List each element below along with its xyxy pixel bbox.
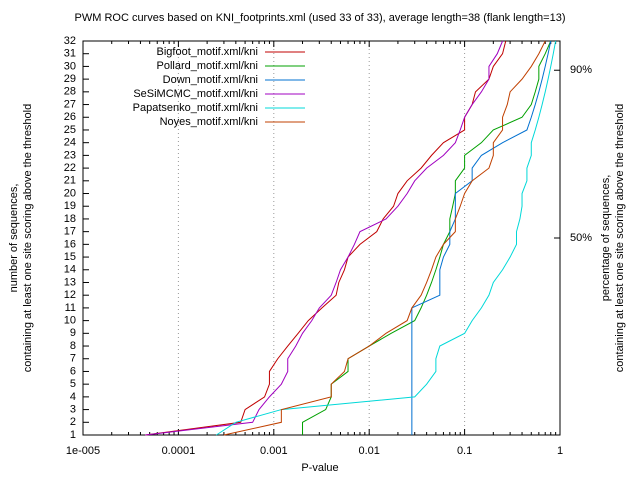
y-tick-label: 13 — [64, 276, 76, 288]
y-tick-label: 11 — [65, 302, 76, 314]
y-tick-label: 22 — [64, 162, 76, 174]
series-line — [216, 40, 557, 436]
y-axis-label-line: containing at least one site scoring abo… — [22, 104, 34, 372]
y-tick-label: 17 — [64, 226, 76, 238]
legend-label: Bigfoot_motif.xml/kni — [157, 46, 258, 58]
y-axis-label: number of sequences, containing at least… — [8, 104, 34, 372]
y2-tick-label: 90% — [570, 64, 592, 76]
y-tick-label: 2 — [70, 416, 76, 428]
y2-axis-label: percentage of sequences, containing at l… — [600, 104, 626, 372]
legend-label: Down_motif.xml/kni — [163, 74, 258, 86]
y-tick-label: 19 — [64, 200, 76, 212]
y-tick-label: 3 — [70, 403, 76, 415]
y-tick-label: 30 — [64, 60, 76, 72]
y-tick-label: 25 — [64, 124, 76, 136]
y-tick-label: 7 — [70, 353, 76, 365]
y-tick-label: 27 — [64, 98, 76, 110]
x-tick-label: 1e-005 — [66, 445, 100, 457]
legend-label: Pollard_motif.xml/kni — [157, 60, 258, 72]
series-line — [302, 40, 552, 435]
y-tick-label: 16 — [64, 238, 76, 250]
x-axis-label: P-value — [301, 462, 338, 474]
y-tick-label: 23 — [64, 149, 76, 161]
x-tick-label: 0.1 — [457, 445, 472, 457]
y-tick-label: 15 — [64, 251, 76, 263]
y-tick-label: 29 — [64, 73, 76, 85]
series-line — [223, 40, 546, 436]
y-tick-label: 8 — [70, 340, 76, 352]
legend-label: Noyes_motif.xml/kni — [160, 116, 258, 128]
y-tick-label: 1 — [70, 429, 76, 441]
y-tick-label: 6 — [70, 365, 76, 377]
y-tick-label: 5 — [70, 378, 76, 390]
y-tick-label: 21 — [64, 175, 76, 187]
x-tick-label: 0.0001 — [162, 445, 196, 457]
y-tick-label: 14 — [64, 264, 76, 276]
legend-label: SeSiMCMC_motif.xml/kni — [133, 88, 258, 100]
x-tick-label: 1 — [557, 445, 563, 457]
series-line — [145, 40, 507, 436]
x-tick-label: 0.01 — [358, 445, 379, 457]
y2-tick-label: 50% — [570, 232, 592, 244]
y-tick-label: 32 — [64, 35, 76, 47]
y-tick-label: 20 — [64, 187, 76, 199]
y-tick-label: 18 — [64, 213, 76, 225]
chart-title: PWM ROC curves based on KNI_footprints.x… — [75, 12, 566, 24]
y-tick-label: 4 — [70, 391, 76, 403]
legend-label: Papatsenko_motif.xml/kni — [133, 102, 258, 114]
y-axis-label-line: number of sequences, — [8, 184, 20, 293]
plot-frame — [82, 40, 561, 436]
y-tick-label: 12 — [64, 289, 76, 301]
y2-axis-label-line: containing at least one site scoring abo… — [614, 104, 626, 372]
y-tick-label: 10 — [64, 315, 76, 327]
y2-axis-label-line: percentage of sequences, — [600, 175, 612, 302]
y-tick-label: 24 — [64, 137, 76, 149]
y-tick-label: 9 — [70, 327, 76, 339]
y-tick-label: 26 — [64, 111, 76, 123]
y-tick-label: 31 — [64, 48, 76, 60]
x-tick-label: 0.001 — [260, 445, 288, 457]
series-line — [145, 40, 504, 436]
y-tick-label: 28 — [64, 86, 76, 98]
